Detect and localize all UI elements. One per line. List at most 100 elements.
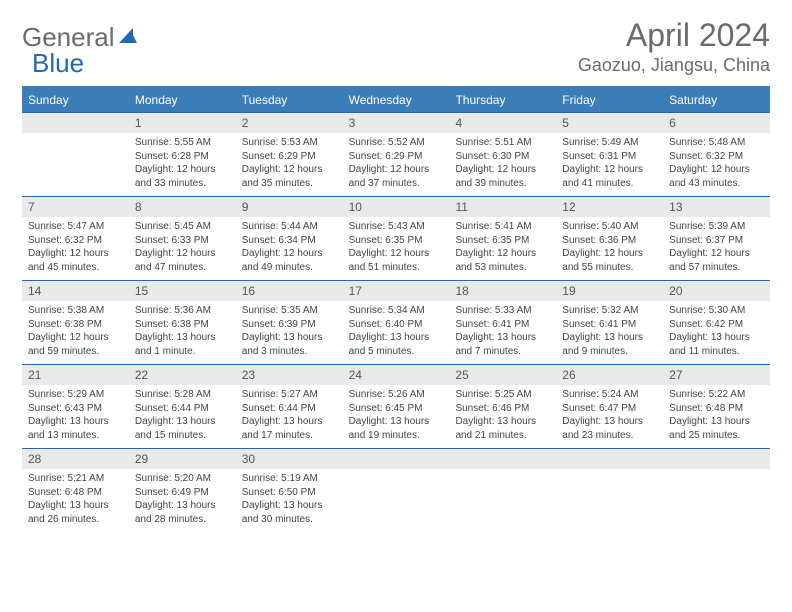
- sunset-text: Sunset: 6:40 PM: [349, 318, 444, 332]
- day-number: 15: [129, 281, 236, 301]
- sunrise-text: Sunrise: 5:51 AM: [455, 136, 550, 150]
- sunset-text: Sunset: 6:49 PM: [135, 486, 230, 500]
- day-number: 9: [236, 197, 343, 217]
- sunrise-text: Sunrise: 5:30 AM: [669, 304, 764, 318]
- daylight-text: Daylight: 13 hours and 11 minutes.: [669, 331, 764, 358]
- day-number: 28: [22, 449, 129, 469]
- day-cell: 20 Sunrise: 5:30 AMSunset: 6:42 PMDayligh…: [663, 281, 770, 364]
- day-cell: 27Sunrise: 5:22 AMSunset: 6:48 PMDayligh…: [663, 365, 770, 448]
- day-cell: 10Sunrise: 5:43 AMSunset: 6:35 PMDayligh…: [343, 197, 450, 280]
- day-cell: [556, 449, 663, 532]
- day-cell: [663, 449, 770, 532]
- day-header-sun: Sunday: [22, 88, 129, 112]
- day-info: Sunrise: 5:40 AMSunset: 6:36 PMDaylight:…: [556, 217, 663, 280]
- sunrise-text: Sunrise: 5:24 AM: [562, 388, 657, 402]
- sunset-text: Sunset: 6:38 PM: [135, 318, 230, 332]
- day-info: Sunrise: 5:28 AMSunset: 6:44 PMDaylight:…: [129, 385, 236, 448]
- sunset-text: Sunset: 6:37 PM: [669, 234, 764, 248]
- day-cell: 8Sunrise: 5:45 AMSunset: 6:33 PMDaylight…: [129, 197, 236, 280]
- sunrise-text: Sunrise: 5:44 AM: [242, 220, 337, 234]
- day-info: Sunrise: 5:49 AMSunset: 6:31 PMDaylight:…: [556, 133, 663, 196]
- sunrise-text: Sunrise: 5:43 AM: [349, 220, 444, 234]
- day-number: 6: [663, 113, 770, 133]
- sunrise-text: Sunrise: 5:52 AM: [349, 136, 444, 150]
- daylight-text: Daylight: 13 hours and 5 minutes.: [349, 331, 444, 358]
- sunrise-text: Sunrise: 5:38 AM: [28, 304, 123, 318]
- day-cell: [22, 113, 129, 196]
- sunset-text: Sunset: 6:32 PM: [28, 234, 123, 248]
- day-info: Sunrise: 5:33 AMSunset: 6:41 PMDaylight:…: [449, 301, 556, 364]
- sunrise-text: Sunrise: 5:55 AM: [135, 136, 230, 150]
- day-info: Sunrise: 5:51 AMSunset: 6:30 PMDaylight:…: [449, 133, 556, 196]
- sunrise-text: Sunrise: 5:27 AM: [242, 388, 337, 402]
- day-number: 11: [449, 197, 556, 217]
- day-info: Sunrise: 5:43 AMSunset: 6:35 PMDaylight:…: [343, 217, 450, 280]
- daylight-text: Daylight: 13 hours and 26 minutes.: [28, 499, 123, 526]
- sunset-text: Sunset: 6:44 PM: [242, 402, 337, 416]
- day-number: 24: [343, 365, 450, 385]
- day-number: 13: [663, 197, 770, 217]
- sunset-text: Sunset: 6:41 PM: [562, 318, 657, 332]
- sunrise-text: Sunrise: 5:32 AM: [562, 304, 657, 318]
- sunset-text: Sunset: 6:35 PM: [455, 234, 550, 248]
- day-info: Sunrise: 5:19 AMSunset: 6:50 PMDaylight:…: [236, 469, 343, 532]
- day-number: 21: [22, 365, 129, 385]
- daylight-text: Daylight: 12 hours and 33 minutes.: [135, 163, 230, 190]
- week-row: 14Sunrise: 5:38 AMSunset: 6:38 PMDayligh…: [22, 280, 770, 364]
- day-info: Sunrise: 5:41 AMSunset: 6:35 PMDaylight:…: [449, 217, 556, 280]
- day-info: Sunrise: 5:44 AMSunset: 6:34 PMDaylight:…: [236, 217, 343, 280]
- day-header-wed: Wednesday: [343, 88, 450, 112]
- daylight-text: Daylight: 12 hours and 53 minutes.: [455, 247, 550, 274]
- day-info: Sunrise: 5:21 AMSunset: 6:48 PMDaylight:…: [22, 469, 129, 532]
- sunset-text: Sunset: 6:28 PM: [135, 150, 230, 164]
- day-number: 12: [556, 197, 663, 217]
- daylight-text: Daylight: 12 hours and 55 minutes.: [562, 247, 657, 274]
- day-number: 20: [663, 281, 770, 301]
- day-cell: 6Sunrise: 5:48 AMSunset: 6:32 PMDaylight…: [663, 113, 770, 196]
- day-info: Sunrise: 5:29 AMSunset: 6:43 PMDaylight:…: [22, 385, 129, 448]
- sunset-text: Sunset: 6:36 PM: [562, 234, 657, 248]
- sunset-text: Sunset: 6:44 PM: [135, 402, 230, 416]
- sunrise-text: Sunrise: 5:47 AM: [28, 220, 123, 234]
- day-cell: 11Sunrise: 5:41 AMSunset: 6:35 PMDayligh…: [449, 197, 556, 280]
- sunrise-text: Sunrise: 5:39 AM: [669, 220, 764, 234]
- day-cell: 19Sunrise: 5:32 AMSunset: 6:41 PMDayligh…: [556, 281, 663, 364]
- sunset-text: Sunset: 6:38 PM: [28, 318, 123, 332]
- day-number: 18: [449, 281, 556, 301]
- daylight-text: Daylight: 13 hours and 19 minutes.: [349, 415, 444, 442]
- day-info: Sunrise: 5:24 AMSunset: 6:47 PMDaylight:…: [556, 385, 663, 448]
- day-number: 5: [556, 113, 663, 133]
- day-info: Sunrise: 5:55 AMSunset: 6:28 PMDaylight:…: [129, 133, 236, 196]
- week-row: 28Sunrise: 5:21 AMSunset: 6:48 PMDayligh…: [22, 448, 770, 532]
- logo-sail-icon: [117, 25, 139, 50]
- sunrise-text: Sunrise: 5:53 AM: [242, 136, 337, 150]
- daylight-text: Daylight: 12 hours and 41 minutes.: [562, 163, 657, 190]
- daylight-text: Daylight: 13 hours and 25 minutes.: [669, 415, 764, 442]
- day-number: 29: [129, 449, 236, 469]
- title-block: April 2024 Gaozuo, Jiangsu, China: [578, 18, 770, 76]
- day-cell: 14Sunrise: 5:38 AMSunset: 6:38 PMDayligh…: [22, 281, 129, 364]
- header: General April 2024 Gaozuo, Jiangsu, Chin…: [22, 18, 770, 76]
- sunset-text: Sunset: 6:34 PM: [242, 234, 337, 248]
- day-cell: 9Sunrise: 5:44 AMSunset: 6:34 PMDaylight…: [236, 197, 343, 280]
- day-header-sat: Saturday: [663, 88, 770, 112]
- sunset-text: Sunset: 6:42 PM: [669, 318, 764, 332]
- sunrise-text: Sunrise: 5:35 AM: [242, 304, 337, 318]
- sunrise-text: Sunrise: 5:20 AM: [135, 472, 230, 486]
- sunrise-text: Sunrise: 5:34 AM: [349, 304, 444, 318]
- day-cell: 30Sunrise: 5:19 AMSunset: 6:50 PMDayligh…: [236, 449, 343, 532]
- day-info: Sunrise: 5:34 AMSunset: 6:40 PMDaylight:…: [343, 301, 450, 364]
- sunrise-text: Sunrise: 5:21 AM: [28, 472, 123, 486]
- daylight-text: Daylight: 12 hours and 57 minutes.: [669, 247, 764, 274]
- day-number: 2: [236, 113, 343, 133]
- sunrise-text: Sunrise: 5:45 AM: [135, 220, 230, 234]
- day-cell: 16Sunrise: 5:35 AMSunset: 6:39 PMDayligh…: [236, 281, 343, 364]
- sunset-text: Sunset: 6:48 PM: [28, 486, 123, 500]
- daylight-text: Daylight: 12 hours and 49 minutes.: [242, 247, 337, 274]
- day-info: Sunrise: 5:48 AMSunset: 6:32 PMDaylight:…: [663, 133, 770, 196]
- sunrise-text: Sunrise: 5:33 AM: [455, 304, 550, 318]
- day-info: Sunrise: 5:26 AMSunset: 6:45 PMDaylight:…: [343, 385, 450, 448]
- day-number: 19: [556, 281, 663, 301]
- sunset-text: Sunset: 6:30 PM: [455, 150, 550, 164]
- sunset-text: Sunset: 6:41 PM: [455, 318, 550, 332]
